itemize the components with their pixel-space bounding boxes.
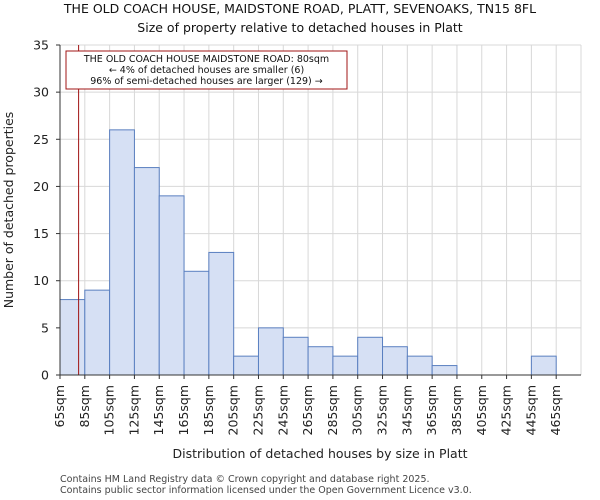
- x-tick-label-345sqm: 345sqm: [399, 385, 414, 435]
- bar-305sqm: [357, 336, 384, 376]
- y-tick-label-5: 5: [41, 320, 49, 335]
- y-tick-label-10: 10: [33, 273, 49, 288]
- axes: [59, 45, 581, 376]
- x-tick-label-185sqm: 185sqm: [201, 385, 216, 435]
- annotation-line-2: ← 4% of detached houses are smaller (6): [109, 65, 304, 76]
- bar-165sqm: [183, 270, 210, 376]
- x-tick-label-165sqm: 165sqm: [176, 385, 191, 435]
- y-tick-label-20: 20: [33, 179, 49, 194]
- x-tick-label-245sqm: 245sqm: [275, 385, 290, 435]
- chart-subtitle: Size of property relative to detached ho…: [137, 20, 463, 35]
- annotation-border: [65, 50, 348, 90]
- x-axis-label: Distribution of detached houses by size …: [172, 446, 467, 461]
- y-tick-label-35: 35: [33, 38, 49, 53]
- y-axis-label: Number of detached properties: [1, 112, 16, 309]
- bar-265sqm: [307, 346, 334, 376]
- x-tick-label-285sqm: 285sqm: [325, 385, 340, 435]
- bar-65sqm: [59, 299, 86, 376]
- footer-copyright: Contains HM Land Registry data © Crown c…: [60, 474, 430, 485]
- x-tick-label-325sqm: 325sqm: [375, 385, 390, 435]
- annotation-line-3: 96% of semi-detached houses are larger (…: [90, 76, 323, 87]
- y-tick-label-30: 30: [33, 85, 49, 100]
- y-tick-label-15: 15: [33, 226, 49, 241]
- y-axis-ticks: 0 5 10 15 20 25 30 35: [33, 38, 60, 383]
- bar-445sqm: [530, 355, 557, 376]
- x-tick-label-205sqm: 205sqm: [226, 385, 241, 435]
- annotation-line-1: THE OLD COACH HOUSE MAIDSTONE ROAD: 80sq…: [83, 54, 329, 65]
- x-tick-label-425sqm: 425sqm: [499, 385, 514, 435]
- x-tick-label-145sqm: 145sqm: [151, 385, 166, 435]
- bar-85sqm: [84, 289, 111, 376]
- y-tick-label-0: 0: [41, 368, 49, 383]
- x-tick-label-445sqm: 445sqm: [523, 385, 538, 435]
- x-tick-label-385sqm: 385sqm: [449, 385, 464, 435]
- x-tick-label-405sqm: 405sqm: [474, 385, 489, 435]
- bar-225sqm: [257, 327, 284, 376]
- bar-125sqm: [133, 167, 160, 376]
- footer-licence: Contains public sector information licen…: [60, 485, 472, 496]
- bar-365sqm: [431, 365, 458, 376]
- y-tick-label-25: 25: [33, 132, 49, 147]
- bar-285sqm: [332, 355, 359, 376]
- bar-245sqm: [282, 336, 309, 376]
- x-tick-label-365sqm: 365sqm: [424, 385, 439, 435]
- bars-group: [59, 129, 557, 376]
- x-tick-label-265sqm: 265sqm: [300, 385, 315, 435]
- bar-145sqm: [158, 195, 185, 376]
- x-tick-label-465sqm: 465sqm: [548, 385, 563, 435]
- chart-title-address: THE OLD COACH HOUSE, MAIDSTONE ROAD, PLA…: [63, 1, 537, 16]
- x-tick-label-105sqm: 105sqm: [102, 385, 117, 435]
- x-tick-label-305sqm: 305sqm: [350, 385, 365, 435]
- bar-185sqm: [208, 251, 235, 376]
- bar-325sqm: [382, 346, 408, 376]
- x-tick-label-125sqm: 125sqm: [126, 385, 141, 435]
- x-tick-label-225sqm: 225sqm: [250, 385, 265, 435]
- x-axis-ticks: 65sqm 85sqm 105sqm 125sqm 145sqm 165sqm 185sqm…: [52, 375, 563, 435]
- bar-345sqm: [406, 355, 433, 376]
- annotation-box: THE OLD COACH HOUSE MAIDSTONE ROAD: 80sq…: [65, 50, 348, 90]
- x-tick-label-85sqm: 85sqm: [77, 385, 92, 428]
- bar-105sqm: [109, 129, 135, 376]
- x-tick-label-65sqm: 65sqm: [52, 385, 67, 428]
- bar-205sqm: [233, 355, 259, 376]
